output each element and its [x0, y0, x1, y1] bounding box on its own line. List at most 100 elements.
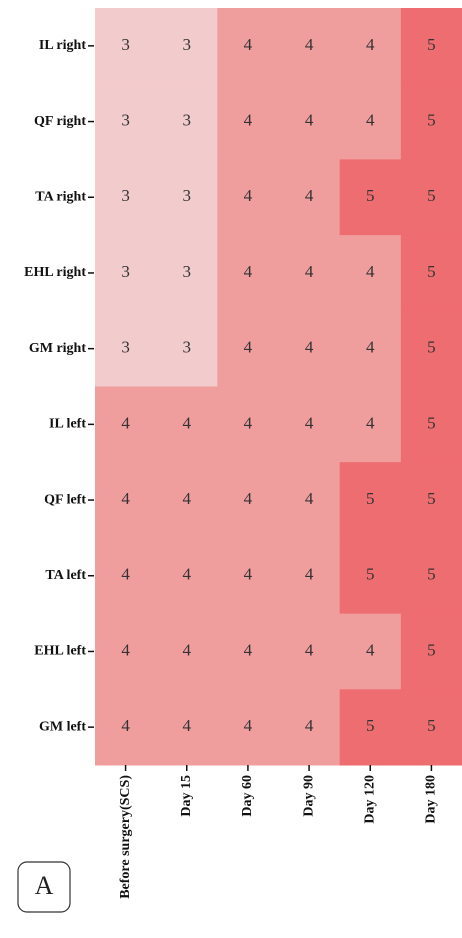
cell-label: 4: [305, 338, 314, 357]
heatmap-cell: [217, 537, 279, 615]
cell-label: 5: [427, 716, 436, 735]
cell-label: 3: [183, 338, 192, 357]
cell-label: 4: [366, 110, 375, 129]
cell-label: 4: [121, 565, 130, 584]
heatmap-cell: [156, 386, 218, 463]
heatmap-cell: [278, 159, 341, 236]
heatmap-cell: [278, 8, 341, 85]
heatmap-cell: [156, 159, 218, 236]
y-tick-label: QF left: [44, 492, 86, 507]
cell-label: 4: [183, 489, 192, 508]
cell-label: 3: [121, 262, 130, 281]
cell-label: 3: [121, 186, 130, 205]
cell-label: 5: [427, 35, 436, 54]
heatmap-cell: [95, 689, 157, 766]
heatmap-cell: [95, 386, 157, 463]
heatmap-cell: [278, 310, 341, 387]
heatmap-cell: [217, 689, 279, 766]
heatmap-cell: [95, 83, 157, 160]
heatmap-cell: [156, 613, 218, 690]
heatmap-cell: [400, 159, 462, 236]
cell-label: 3: [121, 110, 130, 129]
cell-label: 4: [305, 186, 314, 205]
y-tick-label: EHL right: [24, 265, 86, 280]
heatmap-cell: [156, 8, 218, 85]
y-tick-label: TA right: [35, 189, 86, 204]
cell-label: 5: [427, 565, 436, 584]
cell-label: 5: [427, 110, 436, 129]
cell-label: 4: [366, 413, 375, 432]
cell-label: 4: [366, 35, 375, 54]
heatmap-cell: [400, 310, 462, 387]
cell-label: 4: [244, 338, 253, 357]
heatmap-cell: [278, 689, 341, 766]
heatmap-cell: [217, 613, 279, 690]
cell-label: 5: [366, 565, 375, 584]
cell-label: 4: [366, 640, 375, 659]
cell-label: 4: [305, 489, 314, 508]
heatmap-cell: [400, 462, 462, 539]
heatmap-cell: [217, 386, 279, 463]
y-tick-label: IL left: [49, 417, 86, 432]
cell-label: 4: [121, 716, 130, 735]
cell-label: 4: [183, 413, 192, 432]
cell-label: 4: [305, 640, 314, 659]
heatmap-cell: [217, 310, 279, 387]
cell-label: 4: [244, 413, 253, 432]
cell-label: 5: [427, 186, 436, 205]
heatmap-cell: [339, 159, 402, 236]
cell-label: 3: [121, 338, 130, 357]
x-tick-label: Day 15: [179, 775, 194, 817]
heatmap-cell: [400, 8, 462, 85]
y-tick-label: IL right: [39, 38, 86, 53]
cell-label: 4: [305, 262, 314, 281]
x-tick-label: Before surgery(SCS): [118, 775, 133, 899]
cell-label: 4: [244, 110, 253, 129]
cell-label: 4: [305, 110, 314, 129]
heatmap-cell: [95, 8, 157, 85]
cell-label: 5: [427, 338, 436, 357]
cell-label: 4: [244, 565, 253, 584]
heatmap-cell: [95, 613, 157, 690]
heatmap-cell: [339, 8, 402, 85]
cell-label: 4: [366, 338, 375, 357]
y-tick-label: GM right: [29, 341, 86, 356]
heatmap-cell: [156, 537, 218, 615]
y-tick-label: QF right: [34, 114, 86, 129]
cell-label: 4: [305, 413, 314, 432]
x-tick-label: Day 180: [424, 775, 439, 824]
heatmap-cell: [339, 689, 402, 766]
heatmap-cell: [156, 689, 218, 766]
heatmap-cell: [217, 235, 279, 312]
cell-label: 4: [121, 640, 130, 659]
heatmap-cell: [278, 235, 341, 312]
cell-label: 5: [427, 489, 436, 508]
cell-label: 4: [244, 262, 253, 281]
heatmap-cell: [278, 83, 341, 160]
x-tick-label: Day 60: [240, 775, 255, 817]
heatmap-cell: [339, 235, 402, 312]
cell-label: 4: [244, 35, 253, 54]
heatmap-cell: [400, 689, 462, 766]
heatmap-cell: [339, 386, 402, 463]
y-tick-label: GM left: [39, 719, 86, 734]
y-tick-label: TA left: [45, 568, 86, 583]
cell-label: 4: [366, 262, 375, 281]
heatmap-cell: [339, 613, 402, 690]
heatmap-cell: [95, 310, 157, 387]
cell-label: 4: [183, 716, 192, 735]
heatmap-cell: [400, 235, 462, 312]
heatmap-cell: [400, 386, 462, 463]
cell-label: 4: [244, 186, 253, 205]
heatmap-cell: [278, 462, 341, 539]
cell-label: 4: [183, 640, 192, 659]
cell-label: 5: [427, 413, 436, 432]
cell-label: 4: [305, 565, 314, 584]
cell-label: 5: [427, 262, 436, 281]
cell-label: 5: [366, 716, 375, 735]
cell-label: 4: [121, 413, 130, 432]
x-tick-label: Day 90: [301, 775, 316, 817]
cell-label: 3: [121, 35, 130, 54]
cell-label: 3: [183, 186, 192, 205]
